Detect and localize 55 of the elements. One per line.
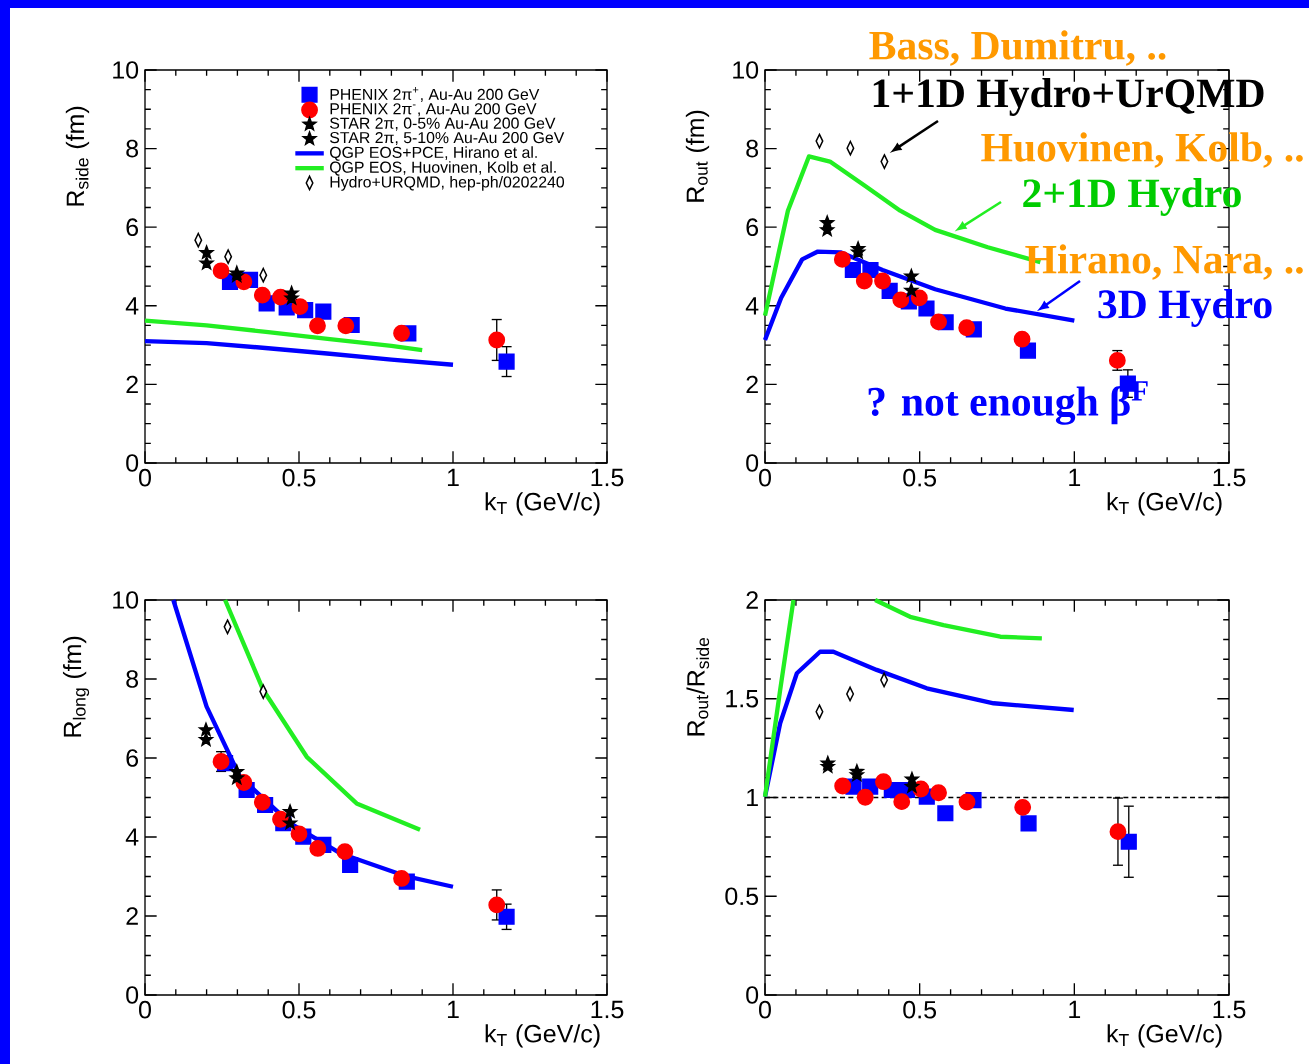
- y-tick-label: 4: [125, 297, 139, 315]
- y-tick-label: 4: [745, 297, 759, 315]
- x-tick-label: 1.5: [591, 1000, 624, 1019]
- y-tick-label: 0: [126, 454, 139, 472]
- y-tick-label: 10: [113, 61, 139, 79]
- x-axis-title: k$_{T}$ (GeV/c): [485, 492, 600, 516]
- y-axis-title: R$_{long}$ (fm): [62, 636, 90, 737]
- x-tick-label: 1.5: [1213, 468, 1246, 487]
- x-tick-label: 0: [759, 1000, 771, 1019]
- y-tick-label: 4: [125, 828, 139, 846]
- x-axis-title: k$_{T}$ (GeV/c): [1107, 492, 1222, 516]
- y-tick-label: 0: [746, 454, 759, 472]
- legend-label: STAR 2π, 0-5% Au-Au 200 GeV: [330, 117, 556, 131]
- x-axis-title: k$_{T}$ (GeV/c): [1107, 1024, 1222, 1048]
- y-tick-label: 1.5: [726, 690, 759, 708]
- y-tick-label: 0: [126, 986, 139, 1004]
- y-tick-label: 6: [126, 749, 139, 767]
- y-tick-label: 0.5: [725, 887, 759, 906]
- y-tick-label: 8: [126, 139, 139, 158]
- y-tick-label: 2: [746, 591, 758, 609]
- x-tick-label: 0.5: [282, 1000, 316, 1019]
- y-tick-label: 2: [126, 375, 138, 394]
- x-tick-label: 1.5: [591, 468, 624, 487]
- x-tick-label: 1: [1069, 468, 1081, 487]
- y-tick-label: 2: [746, 375, 758, 394]
- x-axis-title: k$_{T}$ (GeV/c): [485, 1024, 600, 1048]
- y-axis-title: R$_{out}$ (fm): [685, 110, 710, 202]
- y-tick-label: 1: [747, 788, 758, 807]
- x-tick-label: 0: [759, 468, 771, 487]
- y-axis-title: R$_{side}$ (fm): [65, 106, 90, 206]
- x-tick-label: 0: [139, 1000, 151, 1019]
- y-tick-label: 8: [746, 139, 759, 158]
- y-tick-label: 0: [746, 986, 759, 1004]
- x-tick-label: 0.5: [282, 468, 316, 487]
- legend-label: PHENIX 2π$^{-}$, Au-Au 200 GeV: [330, 103, 537, 117]
- x-tick-label: 0: [139, 468, 151, 487]
- x-tick-label: 1: [1069, 1000, 1081, 1019]
- x-tick-label: 0.5: [903, 1000, 936, 1019]
- x-tick-label: 1: [447, 468, 459, 487]
- x-tick-label: 1.5: [1213, 1000, 1246, 1019]
- x-tick-label: 1: [447, 1000, 459, 1019]
- y-axis-title: R$_{out}$/R$_{side}$: [686, 637, 710, 736]
- legend-label: QGP EOS, Huovinen, Kolb et al.: [330, 161, 556, 176]
- y-tick-label: 8: [126, 670, 139, 688]
- legend-label: PHENIX 2π$^{+}$, Au-Au 200 GeV: [330, 87, 540, 102]
- text: Bass, Dumitru, ..: [869, 30, 1166, 66]
- legend-label: STAR 2π, 5-10% Au-Au 200 GeV: [330, 131, 565, 146]
- y-tick-label: 6: [126, 218, 139, 237]
- legend-label: Hydro+URQMD, hep-ph/0202240: [330, 175, 565, 191]
- y-tick-label: 10: [733, 61, 759, 79]
- legend-label: QGP EOS+PCE, Hirano et al.: [330, 146, 537, 161]
- y-tick-label: 2: [126, 907, 138, 925]
- y-tick-label: 6: [746, 218, 759, 237]
- y-tick-label: 10: [113, 591, 139, 609]
- x-tick-label: 0.5: [903, 468, 937, 487]
